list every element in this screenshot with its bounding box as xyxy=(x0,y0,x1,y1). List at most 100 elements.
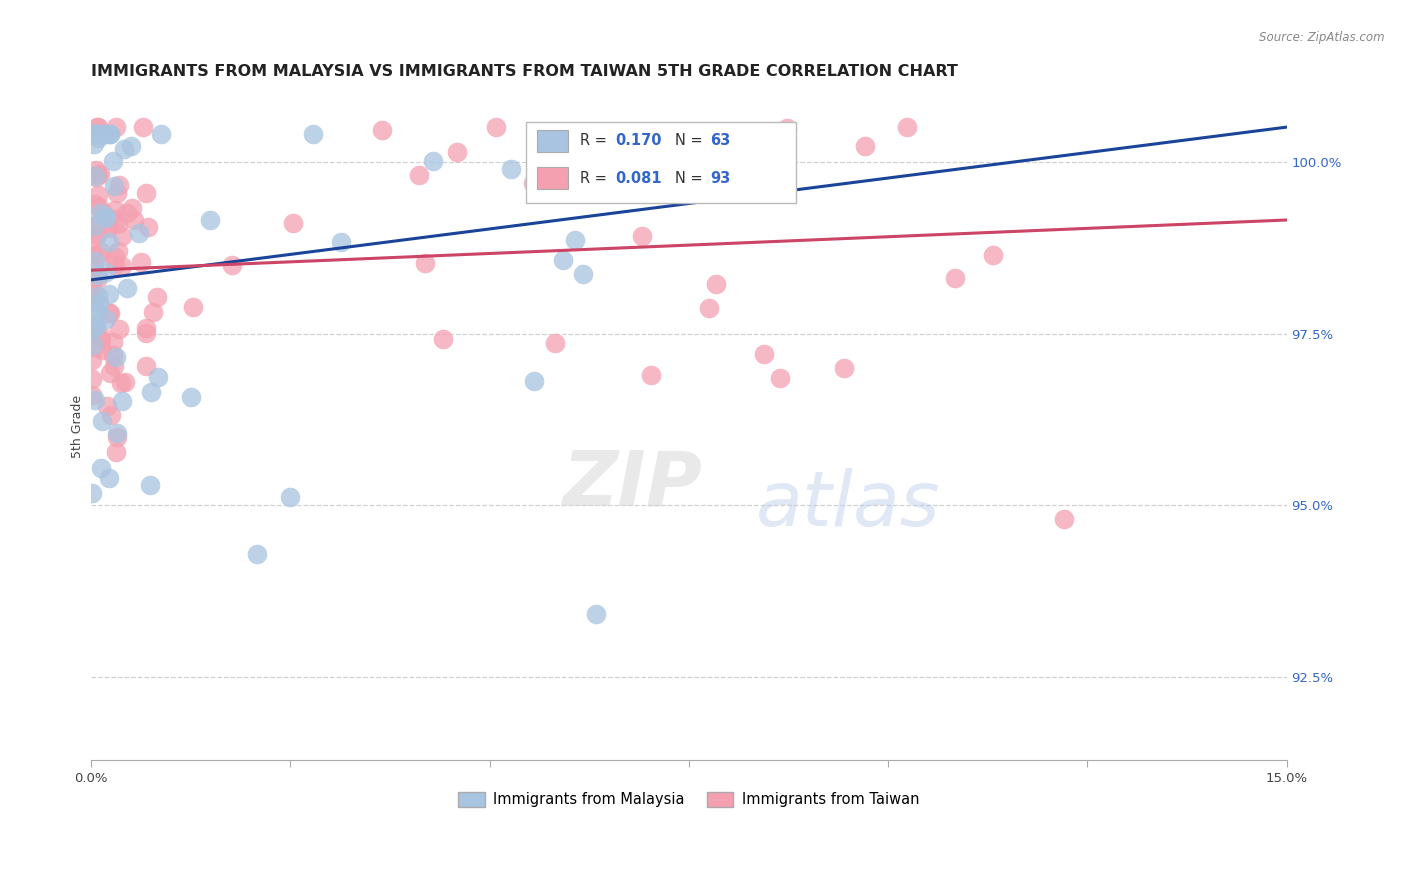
Point xyxy=(124,212,146,227)
Point xyxy=(117,206,139,220)
Point xyxy=(87,295,110,310)
Point xyxy=(180,390,202,404)
Point xyxy=(83,285,105,300)
Point xyxy=(105,120,128,135)
Point xyxy=(82,232,104,246)
Text: N =: N = xyxy=(675,134,707,148)
Point xyxy=(98,470,121,484)
Point xyxy=(90,460,112,475)
Point xyxy=(91,414,114,428)
Point xyxy=(83,127,105,141)
Point xyxy=(87,187,110,202)
Point xyxy=(499,161,522,176)
Point xyxy=(84,301,107,316)
Point xyxy=(107,426,129,441)
Point xyxy=(83,219,105,233)
Point xyxy=(96,400,118,414)
Point xyxy=(544,336,567,351)
Point xyxy=(98,306,121,320)
Point xyxy=(104,202,127,217)
Point xyxy=(104,444,127,458)
Point xyxy=(571,267,593,281)
Point xyxy=(107,244,129,259)
Point xyxy=(142,305,165,319)
Point xyxy=(121,202,143,216)
Point xyxy=(104,212,127,227)
Point xyxy=(97,218,120,232)
Text: 0.081: 0.081 xyxy=(614,170,661,186)
Point xyxy=(87,270,110,285)
Point xyxy=(104,350,127,364)
Bar xyxy=(537,167,568,189)
Point xyxy=(564,233,586,247)
Point xyxy=(82,338,104,352)
Text: 93: 93 xyxy=(710,170,731,186)
Point xyxy=(83,196,105,211)
Point xyxy=(640,368,662,383)
Point xyxy=(84,127,107,141)
Text: 0.170: 0.170 xyxy=(614,134,661,148)
Y-axis label: 5th Grade: 5th Grade xyxy=(72,395,84,458)
Point xyxy=(114,375,136,389)
Point xyxy=(87,167,110,181)
Legend: Immigrants from Malaysia, Immigrants from Taiwan: Immigrants from Malaysia, Immigrants fro… xyxy=(453,786,925,813)
Point xyxy=(853,139,876,153)
Point xyxy=(86,249,108,263)
Point xyxy=(87,268,110,283)
Point xyxy=(198,213,221,227)
Text: IMMIGRANTS FROM MALAYSIA VS IMMIGRANTS FROM TAIWAN 5TH GRADE CORRELATION CHART: IMMIGRANTS FROM MALAYSIA VS IMMIGRANTS F… xyxy=(91,64,957,79)
Point xyxy=(120,139,142,153)
Point xyxy=(246,547,269,561)
Point xyxy=(94,311,117,326)
Point xyxy=(84,254,107,268)
Point xyxy=(96,127,118,141)
Point xyxy=(98,366,121,380)
Point xyxy=(146,290,169,304)
Point xyxy=(84,170,107,185)
Point xyxy=(101,153,124,168)
Point xyxy=(136,219,159,234)
Point xyxy=(87,289,110,303)
Point xyxy=(84,294,107,309)
Point xyxy=(135,186,157,200)
Point xyxy=(149,127,172,141)
Point xyxy=(80,486,103,500)
Text: N =: N = xyxy=(675,170,707,186)
Point xyxy=(371,123,394,137)
Point xyxy=(94,265,117,279)
Point xyxy=(181,300,204,314)
Point xyxy=(83,169,105,184)
Point xyxy=(135,320,157,334)
Point xyxy=(706,277,728,291)
Point xyxy=(82,248,104,262)
Point xyxy=(90,329,112,343)
Point xyxy=(84,340,107,354)
Point xyxy=(80,353,103,368)
Point xyxy=(90,333,112,347)
Point xyxy=(110,376,132,390)
Text: atlas: atlas xyxy=(756,468,941,542)
Text: Source: ZipAtlas.com: Source: ZipAtlas.com xyxy=(1260,31,1385,45)
Point xyxy=(84,319,107,334)
Point xyxy=(87,120,110,135)
Point xyxy=(80,275,103,289)
Bar xyxy=(526,121,796,202)
Point xyxy=(80,372,103,386)
Text: R =: R = xyxy=(579,134,612,148)
Point xyxy=(103,334,125,349)
Point xyxy=(281,216,304,230)
Point xyxy=(90,244,112,259)
Point xyxy=(84,162,107,177)
Point xyxy=(111,393,134,408)
Point xyxy=(105,430,128,444)
Point xyxy=(330,235,353,249)
Point xyxy=(84,324,107,338)
Point xyxy=(104,250,127,264)
Point xyxy=(943,270,966,285)
Text: R =: R = xyxy=(579,170,612,186)
Point xyxy=(896,120,918,135)
Point xyxy=(585,607,607,622)
Point xyxy=(86,228,108,243)
Point xyxy=(104,258,127,272)
Point xyxy=(141,384,163,399)
